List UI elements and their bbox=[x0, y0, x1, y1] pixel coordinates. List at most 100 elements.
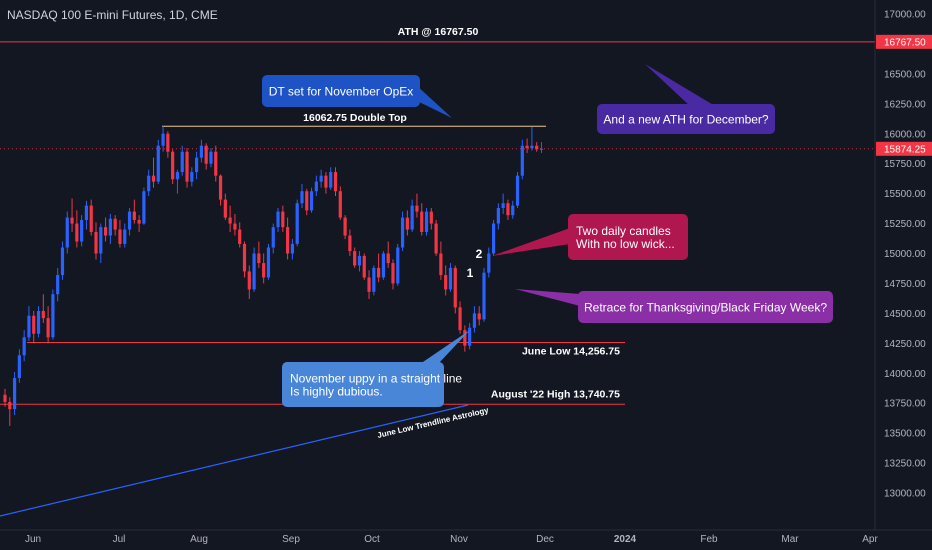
candle-body bbox=[103, 227, 108, 236]
price-tick-label: 13250.00 bbox=[884, 459, 926, 470]
price-tick-label: 15500.00 bbox=[884, 189, 926, 200]
candle-body bbox=[218, 175, 223, 200]
time-tick-label: Sep bbox=[282, 534, 300, 545]
price-tick-label: 15250.00 bbox=[884, 219, 926, 230]
callout-tail bbox=[420, 330, 470, 364]
candle-body bbox=[319, 175, 323, 182]
callout-text: November uppy in a straight line bbox=[290, 372, 462, 386]
time-axis-bg bbox=[0, 530, 932, 550]
price-badge-label: 15874.25 bbox=[884, 144, 926, 155]
candle-body bbox=[295, 203, 299, 244]
candle-body bbox=[343, 217, 347, 236]
candle-body bbox=[468, 327, 472, 346]
candle-body bbox=[233, 223, 237, 230]
callout-text: Two daily candles bbox=[576, 224, 671, 238]
candle-body bbox=[32, 315, 36, 334]
candle-body bbox=[132, 211, 136, 220]
price-tick-label: 13500.00 bbox=[884, 429, 926, 440]
candle-body bbox=[89, 205, 93, 232]
candle-body bbox=[185, 151, 189, 182]
candle-body bbox=[228, 217, 232, 224]
candle-body bbox=[324, 175, 328, 188]
candle-body bbox=[372, 267, 376, 292]
candle-body bbox=[190, 172, 194, 182]
candle-body bbox=[147, 175, 151, 192]
callout-tail bbox=[645, 64, 715, 106]
callout-text: And a new ATH for December? bbox=[603, 113, 769, 127]
level-label: June Low 14,256.75 bbox=[522, 346, 620, 358]
candle-body bbox=[487, 253, 491, 273]
callout-tail bbox=[415, 84, 452, 118]
level-label: ATH @ 16767.50 bbox=[398, 26, 479, 38]
candle-body bbox=[99, 227, 103, 254]
price-tick-label: 16000.00 bbox=[884, 129, 926, 140]
candle-body bbox=[276, 211, 280, 228]
candle-body bbox=[65, 217, 69, 248]
callouts[interactable]: DT set for November OpEx And a new ATH fo… bbox=[262, 64, 833, 407]
candle-body bbox=[271, 227, 275, 248]
candle-body bbox=[535, 145, 539, 150]
candle-body bbox=[3, 394, 7, 402]
candle-body bbox=[377, 267, 381, 278]
candle-body bbox=[290, 243, 294, 254]
candle-body bbox=[501, 203, 505, 208]
candle-body bbox=[36, 310, 41, 334]
candle-body bbox=[439, 253, 443, 276]
candle-body bbox=[8, 401, 12, 410]
candle-body bbox=[405, 217, 409, 230]
candle-body bbox=[434, 223, 438, 254]
time-tick-label: Jul bbox=[113, 534, 126, 545]
price-tick-label: 15750.00 bbox=[884, 159, 926, 170]
candle-body bbox=[381, 253, 386, 278]
price-tick-label: 14250.00 bbox=[884, 339, 926, 350]
price-tick-label: 17000.00 bbox=[884, 10, 926, 21]
candle-body bbox=[108, 218, 112, 236]
candle-body bbox=[247, 271, 251, 290]
candle-body bbox=[491, 223, 496, 254]
callout-text: Is highly dubious. bbox=[290, 385, 383, 399]
price-tick-label: 14750.00 bbox=[884, 279, 926, 290]
candle-body bbox=[151, 175, 156, 182]
candle-body bbox=[300, 191, 304, 204]
time-tick-label: 2024 bbox=[614, 534, 637, 545]
candle-body bbox=[27, 315, 31, 338]
candle-body bbox=[511, 205, 515, 216]
price-axis[interactable]: 17000.0016750.0016500.0016250.0016000.00… bbox=[874, 0, 932, 550]
candle-body bbox=[142, 191, 146, 224]
price-tick-label: 13750.00 bbox=[884, 399, 926, 410]
candle-body bbox=[415, 205, 419, 212]
candle-body bbox=[314, 181, 318, 192]
time-tick-label: Jun bbox=[25, 534, 41, 545]
horizontal-levels[interactable]: ATH @ 16767.50 16062.75 Double Top June Lo… bbox=[0, 26, 875, 405]
candle-body bbox=[420, 211, 424, 232]
callout-box bbox=[282, 362, 444, 407]
candle-body bbox=[424, 211, 429, 232]
candle-body bbox=[137, 219, 141, 224]
candle-body bbox=[309, 191, 314, 211]
candle-body bbox=[51, 294, 55, 338]
callout-box bbox=[597, 104, 775, 134]
candle-body bbox=[223, 199, 227, 218]
time-axis[interactable]: Jun Jul Aug Sep Oct Nov Dec 2024 Feb Mar Apr bbox=[0, 529, 932, 550]
time-tick-label: Aug bbox=[190, 534, 208, 545]
candle-body bbox=[333, 172, 338, 192]
trendline-group[interactable]: June Low Trendline Astrology bbox=[0, 404, 490, 517]
candle-body bbox=[214, 151, 218, 176]
candle-body bbox=[46, 318, 50, 338]
callout-text: DT set for November OpEx bbox=[269, 85, 414, 99]
price-tick-label: 14500.00 bbox=[884, 309, 926, 320]
candle-body bbox=[180, 151, 184, 173]
time-tick-label: Nov bbox=[450, 534, 468, 545]
candle-body bbox=[113, 218, 117, 230]
price-tick-label: 15000.00 bbox=[884, 249, 926, 260]
candle-body bbox=[242, 243, 247, 272]
price-tick-label: 14000.00 bbox=[884, 369, 926, 380]
candle-body bbox=[396, 247, 400, 284]
price-axis-bg bbox=[875, 0, 932, 550]
candle-body bbox=[209, 151, 213, 164]
candle-body bbox=[520, 145, 524, 176]
candle-body bbox=[400, 217, 405, 248]
candlestick-series bbox=[3, 126, 544, 426]
time-tick-label: Oct bbox=[364, 534, 380, 545]
